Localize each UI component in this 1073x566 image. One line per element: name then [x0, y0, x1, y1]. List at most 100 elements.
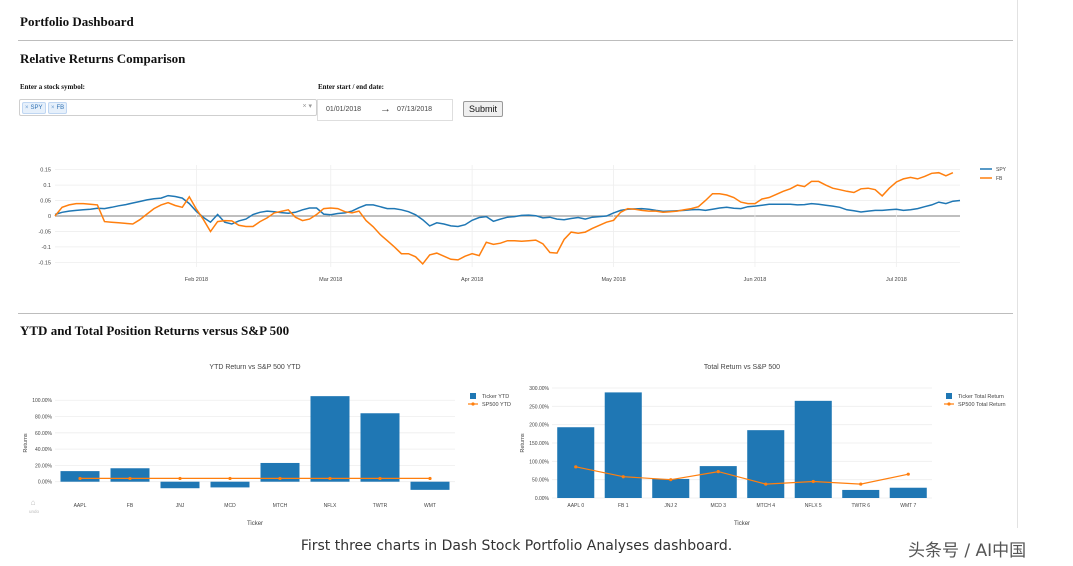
x-tick-label: JNJ 2: [664, 503, 677, 509]
bar-twtr: [360, 413, 400, 482]
sp500-point: [621, 475, 625, 479]
x-tick-label: WMT 7: [900, 503, 916, 509]
section-title-relative-returns: Relative Returns Comparison: [20, 51, 186, 66]
x-tick-label: AAPL 0: [567, 503, 584, 509]
symbol-label: Enter a stock symbol:: [20, 83, 86, 91]
y-tick-label: 150.00%: [529, 441, 549, 447]
sp500-point: [378, 476, 382, 481]
x-tick-label: TWTR 6: [851, 503, 870, 509]
divider: [18, 313, 1013, 314]
y-tick-label: 100.00%: [32, 398, 52, 404]
legend-label: Ticker YTD: [482, 394, 509, 400]
x-tick-label: May 2018: [601, 277, 625, 283]
y-tick-label: 100.00%: [529, 459, 549, 465]
y-tick-label: 50.00%: [532, 478, 550, 484]
sp500-point: [906, 472, 910, 476]
sp500-point: [228, 476, 232, 481]
y-tick-label: 40.00%: [35, 447, 53, 453]
end-date-input[interactable]: 07/13/2018: [397, 106, 433, 113]
legend-swatch: [946, 393, 952, 399]
date-label: Enter start / end date:: [318, 83, 384, 91]
symbol-chip-spy[interactable]: × SPY: [22, 102, 46, 114]
relative-returns-chart[interactable]: 0.15 0.1 0.05 0 -0.05 -0.1 -0.15 Feb 2018 Mar 20…: [20, 155, 1015, 290]
y-tick-label: -0.05: [38, 229, 51, 235]
sp500-point: [178, 476, 182, 481]
x-tick-label: MCD: [224, 503, 236, 509]
bar-aapl-0: [557, 427, 595, 498]
legend-label: SP500 YTD: [482, 402, 511, 408]
total-return-chart[interactable]: Total Return vs S&P 500 300.00% 250.00% 200…: [515, 358, 1015, 528]
clear-dropdown-icon[interactable]: × ▾: [302, 103, 312, 110]
bar-mtch: [260, 462, 300, 482]
legend-swatch: [470, 393, 476, 399]
arrow-right-icon: →: [380, 103, 391, 115]
sp500-point: [811, 479, 815, 484]
x-tick-label: Mar 2018: [319, 277, 342, 283]
y-tick-label: -0.1: [42, 245, 51, 251]
bar-nflx: [310, 396, 350, 482]
series-line-fb: [54, 171, 954, 266]
chart-title: Total Return vs S&P 500: [704, 364, 780, 371]
legend-marker: [471, 402, 475, 406]
sp500-point: [716, 470, 720, 474]
y-tick-label: 250.00%: [529, 404, 549, 410]
x-tick-label: Jul 2018: [886, 277, 907, 283]
x-tick-label: Jun 2018: [744, 277, 767, 283]
page-title: Portfolio Dashboard: [20, 14, 134, 29]
sp500-point: [78, 476, 82, 481]
remove-chip-icon[interactable]: ×: [51, 105, 55, 111]
y-tick-label: -0.15: [38, 260, 51, 266]
x-tick-label: MTCH: [273, 503, 288, 509]
x-axis-title: Ticker: [247, 521, 263, 527]
x-tick-label: WMT: [424, 503, 436, 509]
x-tick-label: MTCH 4: [756, 503, 775, 509]
home-icon: ⌂: [31, 498, 36, 507]
sp500-line: [575, 466, 909, 485]
series-line-spy: [54, 194, 961, 228]
y-tick-label: 20.00%: [35, 463, 53, 469]
x-tick-label: FB 1: [618, 503, 629, 509]
watermark: 头条号 / AI中国: [908, 541, 1027, 561]
x-tick-label: NFLX: [324, 503, 337, 509]
y-tick-label: 0.15: [40, 168, 51, 174]
bar-wmt-7: [889, 487, 927, 498]
symbol-chip-fb[interactable]: × FB: [48, 102, 68, 114]
x-tick-label: TWTR: [373, 503, 388, 509]
bar-jnj-2: [652, 478, 690, 498]
x-tick-label: JNJ: [176, 503, 185, 509]
y-tick-label: 0.05: [40, 199, 51, 205]
sp500-point: [574, 465, 578, 469]
remove-chip-icon[interactable]: ×: [25, 105, 29, 111]
x-tick-label: Apr 2018: [461, 277, 483, 283]
bar-aapl: [60, 471, 100, 482]
y-tick-label: 0.00%: [535, 496, 550, 502]
bar-nflx-5: [794, 400, 832, 498]
legend-label: Ticker Total Return: [958, 394, 1004, 400]
y-tick-label: 80.00%: [35, 415, 53, 421]
submit-button[interactable]: Submit: [463, 101, 503, 117]
sp500-point: [428, 476, 432, 481]
x-axis-title: Ticker: [734, 521, 750, 527]
stock-symbol-dropdown[interactable]: × SPY × FB × ▾: [19, 99, 317, 116]
date-range-picker[interactable]: 01/01/2018 → 07/13/2018: [317, 99, 453, 121]
sp500-point: [859, 482, 863, 486]
legend-label: SPY: [996, 167, 1007, 173]
legend-label: SP500 Total Return: [958, 402, 1006, 408]
y-tick-label: 200.00%: [529, 423, 549, 429]
legend-label: FB: [996, 176, 1003, 182]
bar-wmt: [410, 481, 450, 490]
y-tick-label: 0: [48, 214, 51, 220]
y-tick-label: 0.00%: [38, 480, 53, 486]
legend-marker: [947, 402, 951, 406]
y-axis-title: Returns: [23, 433, 29, 453]
bar-fb-1: [604, 392, 642, 498]
modebar-label: undo: [29, 509, 40, 514]
sp500-point: [128, 476, 132, 481]
ytd-return-chart[interactable]: YTD Return vs S&P 500 YTD 100.00% 80.00% 60…: [20, 358, 520, 528]
chart-title: YTD Return vs S&P 500 YTD: [209, 364, 300, 371]
start-date-input[interactable]: 01/01/2018: [326, 106, 362, 113]
y-tick-label: 300.00%: [529, 386, 549, 392]
sp500-point: [328, 476, 332, 481]
divider: [18, 40, 1013, 41]
x-tick-label: AAPL: [74, 503, 87, 509]
